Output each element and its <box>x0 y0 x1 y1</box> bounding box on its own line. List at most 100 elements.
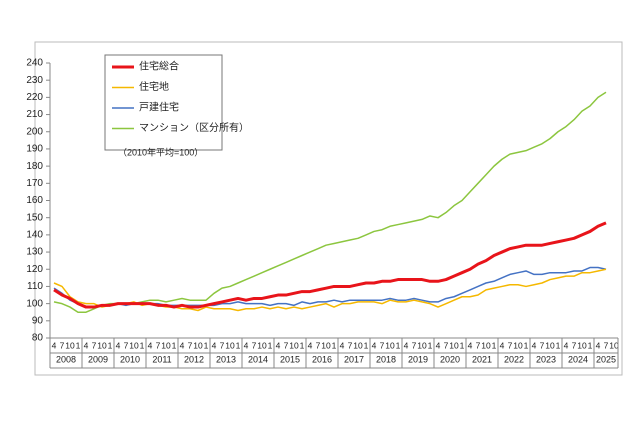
x-tick-label: 10 <box>65 340 75 350</box>
y-tick-label: 80 <box>32 333 44 344</box>
x-tick-label: 4 <box>244 340 249 350</box>
y-tick-label: 110 <box>27 281 43 292</box>
x-tick-label: 1 <box>204 340 209 350</box>
x-tick-label: 1 <box>76 340 81 350</box>
year-label: 2016 <box>312 354 332 364</box>
x-tick-label: 4 <box>372 340 377 350</box>
x-tick-label: 10 <box>609 340 619 350</box>
y-tick-label: 170 <box>26 178 43 189</box>
x-tick-label: 7 <box>124 340 129 350</box>
x-tick-label: 1 <box>492 340 497 350</box>
year-label: 2019 <box>408 354 428 364</box>
year-label: 2011 <box>152 354 171 364</box>
y-tick-label: 210 <box>26 109 43 120</box>
x-tick-label: 4 <box>116 340 121 350</box>
year-label: 2023 <box>536 354 556 364</box>
x-tick-label: 10 <box>257 340 267 350</box>
legend-label: 住宅総合 <box>139 60 179 73</box>
x-tick-label: 1 <box>268 340 273 350</box>
x-tick-label: 4 <box>404 340 409 350</box>
x-tick-label: 7 <box>284 340 289 350</box>
x-tick-label: 4 <box>596 340 601 350</box>
x-tick-label: 7 <box>348 340 353 350</box>
series-line <box>53 221 607 309</box>
y-tick-label: 130 <box>26 247 43 258</box>
annotation: （2010年平均=100） <box>118 146 203 157</box>
x-tick-label: 10 <box>385 340 395 350</box>
x-tick-label: 10 <box>321 340 331 350</box>
x-tick-label: 7 <box>572 340 577 350</box>
legend-label: 住宅地 <box>139 80 169 93</box>
x-tick-label: 10 <box>481 340 491 350</box>
x-tick-label: 10 <box>449 340 459 350</box>
x-tick-label: 4 <box>84 340 89 350</box>
x-tick-label: 7 <box>316 340 321 350</box>
x-tick-label: 7 <box>380 340 385 350</box>
x-tick-label: 10 <box>193 340 203 350</box>
legend-label: マンション（区分所有） <box>139 121 249 134</box>
year-label: 2024 <box>568 354 588 364</box>
x-tick-label: 1 <box>172 340 177 350</box>
x-tick-label: 1 <box>524 340 529 350</box>
y-tick-label: 180 <box>26 161 43 172</box>
x-tick-label: 1 <box>364 340 369 350</box>
x-tick-label: 7 <box>156 340 161 350</box>
y-tick-label: 150 <box>26 212 43 223</box>
x-tick-label: 7 <box>252 340 257 350</box>
x-tick-label: 1 <box>588 340 593 350</box>
x-tick-label: 4 <box>468 340 473 350</box>
x-tick-label: 4 <box>436 340 441 350</box>
x-tick-label: 1 <box>300 340 305 350</box>
legend-box <box>104 54 223 151</box>
x-tick-label: 4 <box>532 340 537 350</box>
year-label: 2020 <box>440 354 460 364</box>
x-tick-label: 1 <box>332 340 337 350</box>
x-tick-label: 10 <box>161 340 171 350</box>
x-tick-label: 4 <box>500 340 505 350</box>
x-tick-label: 4 <box>180 340 185 350</box>
y-tick-label: 230 <box>26 75 43 86</box>
x-tick-label: 7 <box>508 340 513 350</box>
x-tick-label: 4 <box>52 340 57 350</box>
x-tick-label: 1 <box>396 340 401 350</box>
x-tick-label: 7 <box>220 340 225 350</box>
series-line <box>53 91 607 313</box>
year-label: 2013 <box>216 354 236 364</box>
x-tick-label: 10 <box>97 340 107 350</box>
x-tick-label: 10 <box>577 340 587 350</box>
x-tick-label: 7 <box>604 340 609 350</box>
y-tick-label: 200 <box>26 126 43 137</box>
year-label: 2017 <box>344 354 364 364</box>
y-tick-label: 160 <box>26 195 43 206</box>
y-tick-label: 240 <box>26 58 43 69</box>
x-tick-label: 1 <box>140 340 145 350</box>
x-tick-label: 1 <box>556 340 561 350</box>
year-label: 2015 <box>280 354 300 364</box>
x-tick-label: 10 <box>545 340 555 350</box>
x-tick-label: 10 <box>513 340 523 350</box>
year-label: 2018 <box>376 354 396 364</box>
x-tick-label: 7 <box>188 340 193 350</box>
x-tick-label: 4 <box>212 340 217 350</box>
x-tick-label: 4 <box>564 340 569 350</box>
y-tick-label: 100 <box>26 298 43 309</box>
x-tick-label: 10 <box>289 340 299 350</box>
x-tick-label: 7 <box>444 340 449 350</box>
year-label: 2009 <box>88 354 108 364</box>
x-tick-label: 4 <box>340 340 345 350</box>
x-tick-label: 7 <box>92 340 97 350</box>
x-tick-label: 7 <box>60 340 65 350</box>
y-tick-label: 220 <box>26 92 43 103</box>
x-tick-label: 7 <box>540 340 545 350</box>
year-label: 2012 <box>184 354 204 364</box>
y-tick-label: 120 <box>26 264 43 275</box>
year-label: 2008 <box>56 354 76 364</box>
x-tick-label: 4 <box>148 340 153 350</box>
y-tick-label: 140 <box>26 230 43 241</box>
year-label: 2014 <box>248 354 268 364</box>
year-label: 2010 <box>120 354 140 364</box>
y-tick-label: 90 <box>32 315 44 326</box>
x-tick-label: 7 <box>476 340 481 350</box>
year-label: 2025 <box>596 354 616 364</box>
